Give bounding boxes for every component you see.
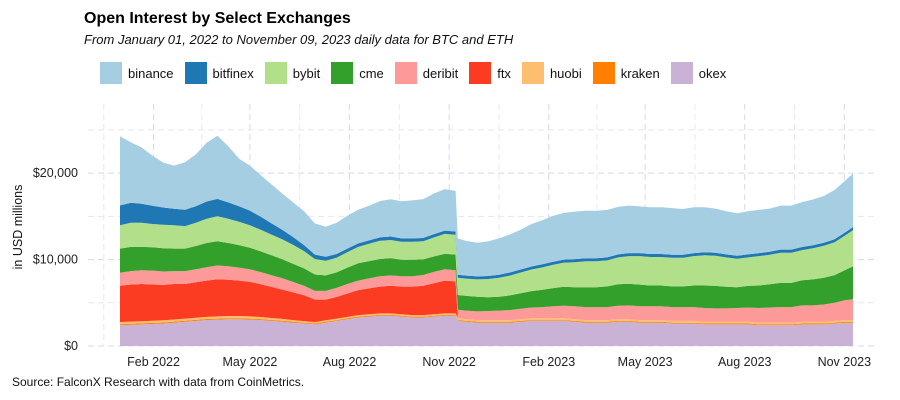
legend-item-binance: binance (100, 62, 174, 84)
area-series-okex (120, 315, 853, 346)
area-series-binance (120, 135, 853, 277)
legend-item-bybit: bybit (264, 62, 321, 84)
y-tick-label-2: $20,000 (33, 166, 78, 180)
x-tick-label-0: Feb 2022 (127, 355, 180, 369)
legend-item-bitfinex: bitfinex (184, 62, 254, 84)
legend-swatch-binance (100, 62, 122, 84)
area-series-bybit (120, 216, 853, 298)
legend-item-huobi: huobi (521, 62, 582, 84)
legend-label-cme: cme (359, 65, 384, 81)
legend-item-okex: okex (670, 62, 727, 84)
x-tick-label-2: Aug 2022 (323, 355, 377, 369)
area-series-huobi (120, 313, 853, 325)
y-tick-label-1: $10,000 (33, 253, 78, 267)
legend-label-binance: binance (128, 65, 174, 81)
chart-subtitle: From January 01, 2022 to November 09, 20… (84, 32, 514, 47)
legend-item-cme: cme (331, 62, 384, 84)
legend-label-bybit: bybit (292, 65, 321, 81)
y-axis-label: in USD millions (11, 185, 25, 270)
legend-swatch-deribit (394, 62, 417, 84)
area-series-kraken (120, 314, 853, 326)
legend-label-deribit: deribit (422, 65, 459, 81)
legend-swatch-ftx (469, 62, 492, 84)
legend-item-ftx: ftx (469, 62, 511, 84)
legend-swatch-cme (331, 62, 354, 84)
legend-label-kraken: kraken (620, 65, 660, 81)
chart-legend: binance bitfinex bybit cme deribit ftx huobi kr… (100, 62, 737, 84)
chart-source-note: Source: FalconX Research with data from … (12, 375, 305, 389)
chart-title: Open Interest by Select Exchanges (84, 10, 351, 27)
x-tick-label-1: May 2022 (222, 355, 277, 369)
legend-swatch-bybit (264, 62, 287, 84)
x-tick-label-5: May 2023 (618, 355, 673, 369)
area-series-deribit (120, 265, 853, 323)
legend-label-huobi: huobi (549, 65, 582, 81)
x-tick-label-7: Nov 2023 (818, 355, 872, 369)
area-series-cme (120, 241, 853, 312)
legend-swatch-huobi (521, 62, 544, 84)
x-tick-label-4: Feb 2023 (522, 355, 575, 369)
x-tick-label-6: Aug 2023 (718, 355, 772, 369)
legend-label-ftx: ftx (497, 65, 511, 81)
area-series-ftx (120, 279, 853, 323)
x-tick-label-3: Nov 2022 (422, 355, 476, 369)
legend-swatch-okex (670, 62, 693, 84)
y-tick-label-0: $0 (64, 339, 78, 353)
legend-label-bitfinex: bitfinex (212, 65, 254, 81)
legend-item-kraken: kraken (592, 62, 660, 84)
legend-swatch-kraken (592, 62, 615, 84)
legend-swatch-bitfinex (184, 62, 207, 84)
legend-item-deribit: deribit (394, 62, 459, 84)
legend-label-okex: okex (698, 65, 727, 81)
